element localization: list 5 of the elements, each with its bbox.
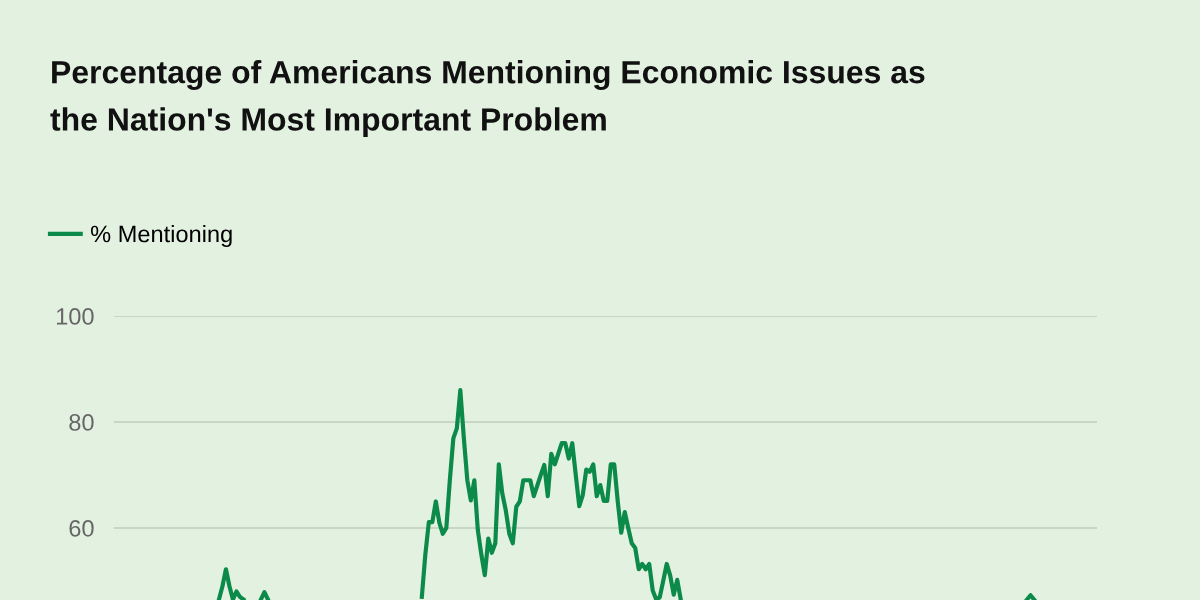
y-tick-label: 60 [69,520,94,537]
y-tick-label: 80 [69,414,94,431]
chart-title: Percentage of Americans Mentioning Economic Issues as the Nation's Most Important Problem [50,60,925,138]
y-tick-label: 100 [56,308,94,325]
legend-label: % Mentioning [90,225,232,248]
